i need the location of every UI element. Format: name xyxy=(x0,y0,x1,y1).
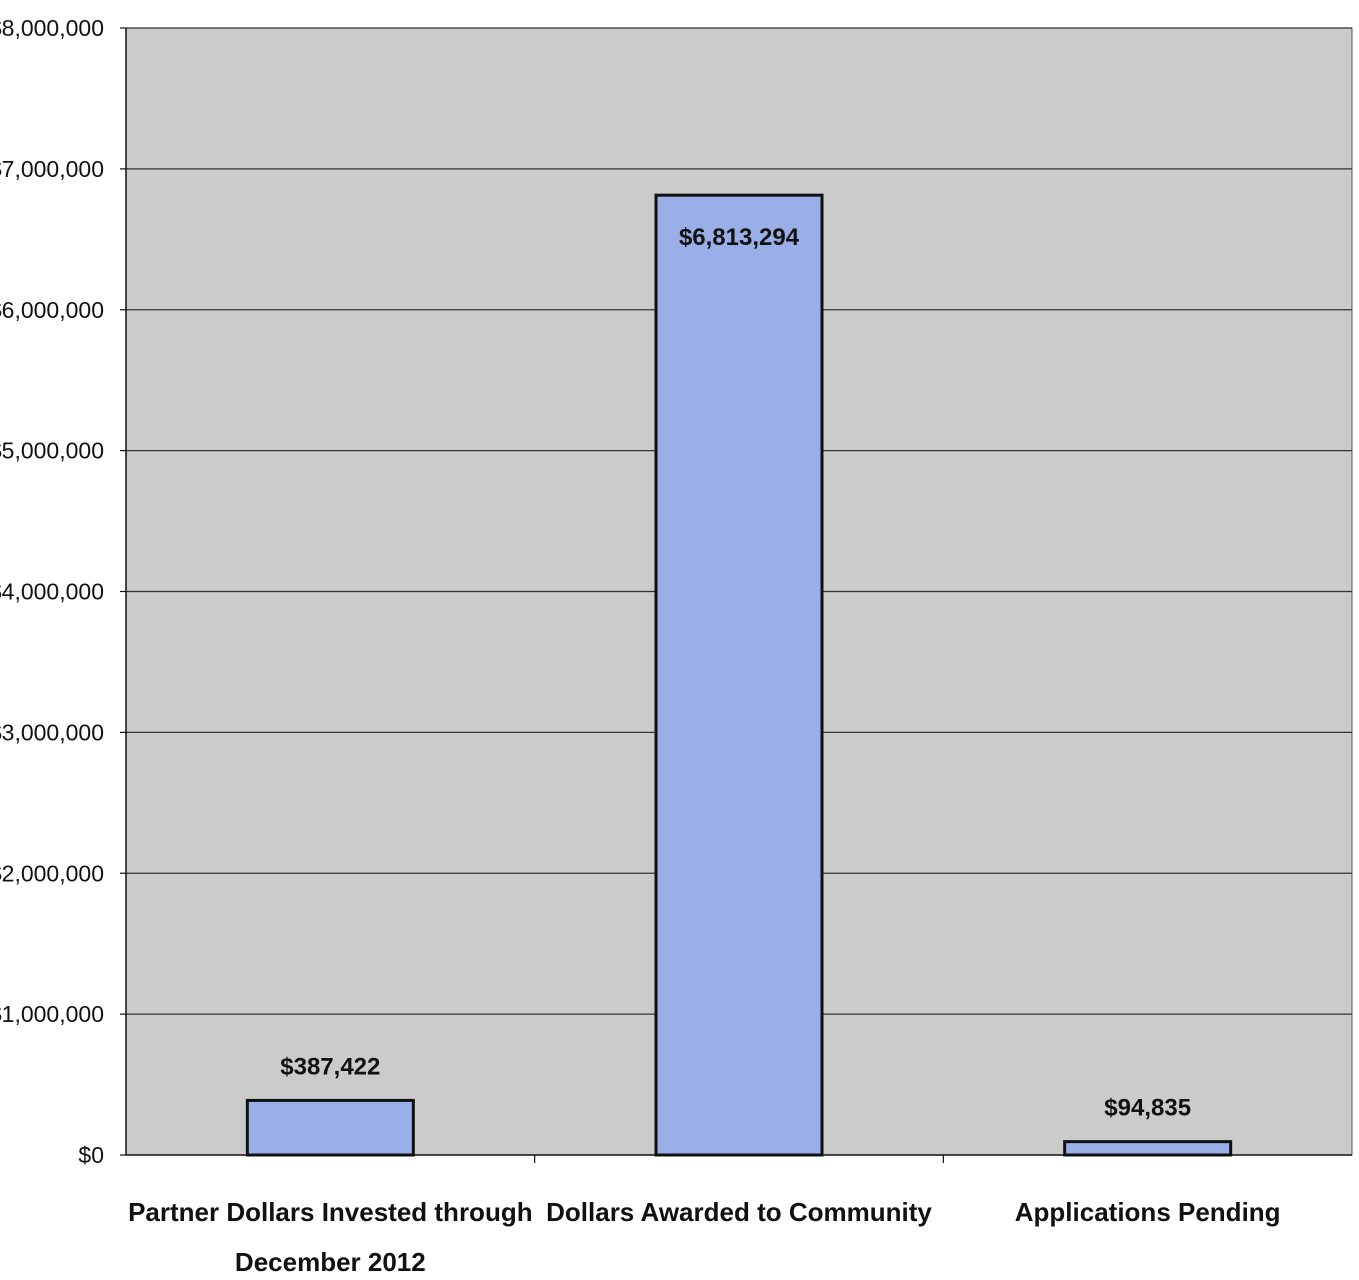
bar xyxy=(654,193,824,1157)
y-tick-label: $0 xyxy=(78,1142,104,1168)
category-label: Dollars Awarded to Community xyxy=(546,1197,932,1227)
y-tick-label: $3,000,000 xyxy=(0,719,104,745)
bar xyxy=(245,1098,415,1157)
category-label: Partner Dollars Invested through xyxy=(128,1197,533,1227)
data-labels: $387,422 $6,813,294 $94,835 xyxy=(280,224,1191,1121)
data-label: $6,813,294 xyxy=(679,224,800,251)
y-axis-ticks: $0 $1,000,000 $2,000,000 $3,000,000 $4,000,0… xyxy=(0,15,944,1168)
data-label: $387,422 xyxy=(280,1053,380,1080)
y-tick-label: $8,000,000 xyxy=(0,15,104,41)
bar xyxy=(1063,1140,1233,1157)
y-tick-label: $5,000,000 xyxy=(0,438,104,464)
data-label: $94,835 xyxy=(1104,1095,1191,1122)
y-tick-label: $6,000,000 xyxy=(0,297,104,323)
y-tick-label: $7,000,000 xyxy=(0,156,104,182)
y-tick-label: $1,000,000 xyxy=(0,1001,104,1027)
category-label: December 2012 xyxy=(235,1247,426,1277)
bars xyxy=(245,193,1233,1157)
y-tick-label: $2,000,000 xyxy=(0,860,104,886)
y-tick-label: $4,000,000 xyxy=(0,579,104,605)
category-labels: Partner Dollars Invested through December… xyxy=(128,1197,1280,1277)
category-label: Applications Pending xyxy=(1015,1197,1281,1227)
